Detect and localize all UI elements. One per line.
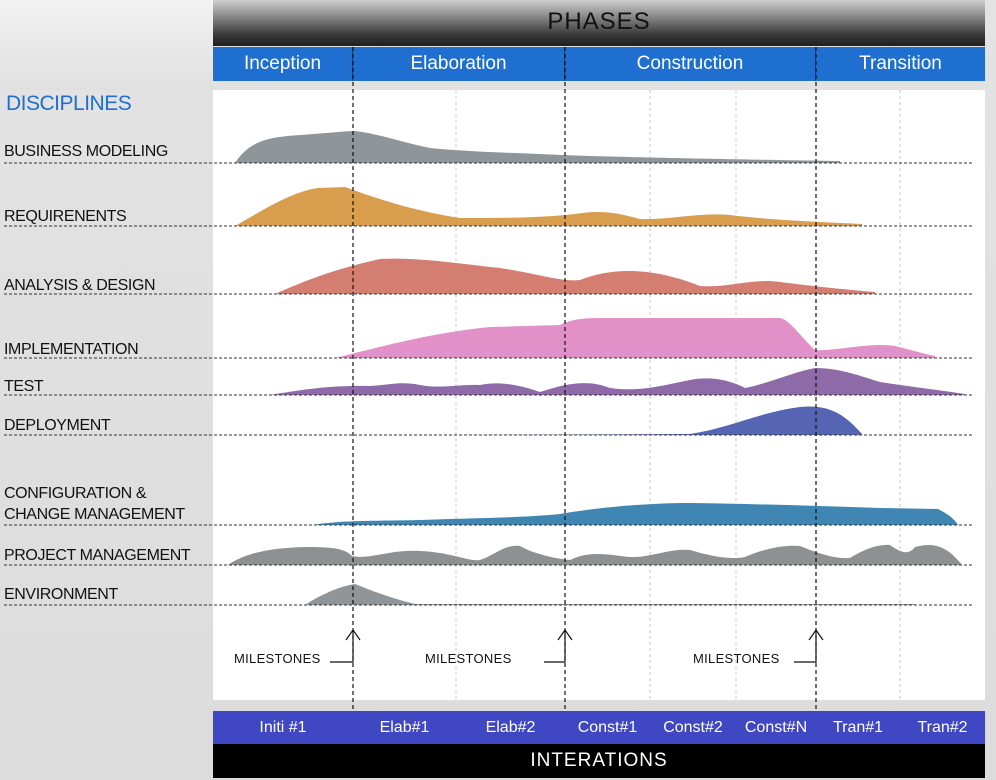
discipline-change-management: CHANGE MANAGEMENT (4, 506, 185, 523)
discipline-environment: ENVIRONMENT (4, 586, 118, 603)
requirements-curve (235, 187, 862, 226)
iteration-elab-2: Elab#2 (485, 719, 536, 736)
iterations-footer: INTERATIONS (213, 744, 985, 778)
discipline-analysis-design: ANALYSIS & DESIGN (4, 277, 156, 294)
environment-curve (305, 584, 915, 605)
milestone-arrow-2 (544, 628, 573, 663)
iteration-initi-1: Initi #1 (259, 719, 307, 736)
milestone-label-2: MILESTONES (425, 651, 512, 666)
discipline-requirements: REQUIRENENTS (4, 208, 127, 225)
discipline-implementation: IMPLEMENTATION (4, 341, 139, 358)
iterations-bar: Initi #1 Elab#1 Elab#2 Const#1 Const#2 C… (213, 711, 985, 744)
milestone-arrow-1 (330, 628, 361, 663)
milestone-arrow-3 (794, 628, 824, 663)
implementation-curve (335, 318, 935, 358)
discipline-project-management: PROJECT MANAGEMENT (4, 547, 191, 564)
discipline-configuration: CONFIGURATION & (4, 485, 147, 502)
top-left-background (0, 0, 215, 90)
discipline-baselines (4, 162, 972, 606)
project-management-curve (228, 544, 962, 565)
discipline-business-modeling: BUSINESS MODELING (4, 143, 168, 160)
iteration-const-2: Const#2 (663, 719, 723, 736)
phases-title: PHASES (547, 8, 651, 35)
discipline-test: TEST (4, 378, 44, 395)
iteration-tran-2: Tran#2 (917, 719, 968, 736)
iteration-const-n: Const#N (744, 719, 808, 736)
milestone-label-1: MILESTONES (234, 651, 321, 666)
deployment-curve (436, 406, 862, 435)
milestone-markers (330, 628, 824, 663)
phase-bar: Inception Elaboration Construction Trans… (213, 47, 985, 81)
business-modeling-curve (235, 131, 840, 163)
milestone-label-3: MILESTONES (693, 651, 780, 666)
iteration-tran-1: Tran#1 (832, 719, 884, 736)
test-curve (270, 368, 965, 395)
configuration-management-curve (313, 503, 958, 525)
phase-transition: Transition (859, 53, 942, 74)
iteration-elab-1: Elab#1 (379, 719, 430, 736)
disciplines-title: DISCIPLINES (6, 92, 132, 115)
discipline-deployment: DEPLOYMENT (4, 417, 111, 434)
iteration-const-1: Const#1 (577, 719, 638, 736)
phases-header: PHASES (213, 0, 985, 46)
analysis-design-curve (275, 258, 875, 294)
